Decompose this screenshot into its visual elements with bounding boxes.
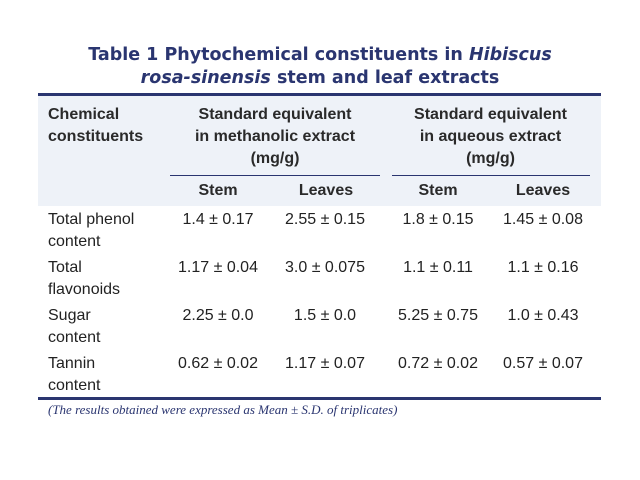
table-cell: 3.0 ± 0.075	[285, 259, 365, 276]
table-cell: 1.1 ± 0.11	[403, 259, 473, 276]
table-cell: 1.17 ± 0.07	[285, 355, 365, 372]
table-cell: 1.1 ± 0.16	[507, 259, 579, 276]
table-cell: 0.72 ± 0.02	[398, 355, 478, 372]
table-cell: 1.4 ± 0.17	[182, 211, 254, 228]
subheader-methanolic-stem: Stem	[198, 182, 238, 199]
subheader-methanolic-leaves: Leaves	[298, 182, 354, 199]
header-aqueous-line2: in aqueous extract	[419, 128, 562, 145]
header-aqueous-line1: Standard equivalent	[414, 106, 567, 123]
title-suffix: stem and leaf extracts	[270, 68, 500, 88]
row-label-line2: content	[48, 233, 101, 250]
subheader-aqueous-leaves: Leaves	[515, 182, 571, 199]
table-title: Table 1 Phytochemical constituents in Hi…	[40, 44, 600, 90]
row-label-line1: Tannin	[48, 355, 96, 372]
row-label-line2: content	[48, 329, 101, 346]
table-cell: 1.5 ± 0.0	[293, 307, 357, 324]
row-label-line1: Total	[48, 259, 82, 276]
row-label-line2: flavonoids	[48, 281, 121, 298]
header-methanolic-unit: (mg/g)	[250, 150, 300, 167]
title-species: rosa-sinensis	[140, 68, 271, 88]
title-prefix: Table 1 Phytochemical constituents in	[88, 45, 469, 65]
table-footnote: (The results obtained were expressed as …	[48, 402, 398, 417]
header-constituents: constituents	[48, 128, 144, 145]
table-cell: 0.62 ± 0.02	[178, 355, 258, 372]
aqueous-group-rule	[392, 175, 590, 176]
row-label-line1: Sugar	[48, 307, 91, 324]
row-label-line2: content	[48, 377, 101, 394]
header-aqueous-unit: (mg/g)	[466, 150, 515, 167]
table-cell: 2.55 ± 0.15	[285, 211, 365, 228]
bottom-rule	[38, 397, 601, 400]
table-cell: 1.17 ± 0.04	[178, 259, 258, 276]
subheader-aqueous-stem: Stem	[418, 182, 458, 199]
table-cell: 1.45 ± 0.08	[503, 211, 583, 228]
top-rule	[38, 93, 601, 96]
table-cell: 5.25 ± 0.75	[398, 307, 478, 324]
header-chemical: Chemical	[48, 106, 120, 123]
header-background	[38, 96, 601, 206]
table-cell: 2.25 ± 0.0	[182, 307, 254, 324]
header-methanolic-line2: in methanolic extract	[194, 128, 356, 145]
table-cell: 1.8 ± 0.15	[402, 211, 474, 228]
methanolic-group-rule	[170, 175, 380, 176]
table-cell: 1.0 ± 0.43	[507, 307, 579, 324]
header-methanolic-line1: Standard equivalent	[198, 106, 352, 123]
table-cell: 0.57 ± 0.07	[503, 355, 583, 372]
row-label-line1: Total phenol	[48, 211, 135, 228]
title-genus: Hibiscus	[468, 45, 552, 65]
